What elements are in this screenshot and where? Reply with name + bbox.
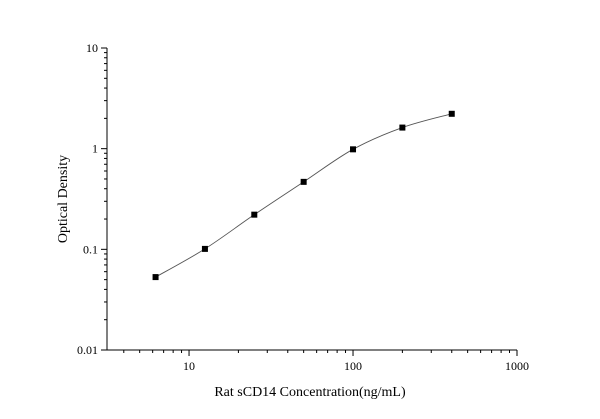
- data-point: [300, 178, 307, 185]
- data-point: [399, 124, 406, 131]
- y-tick-label: 0.1: [83, 242, 98, 256]
- data-points-layer: [152, 110, 455, 281]
- x-tick-label: 10: [183, 359, 195, 373]
- y-axis-title: Optical Density: [56, 155, 71, 243]
- data-point: [350, 146, 357, 153]
- x-axis-title: Rat sCD14 Concentration(ng/mL): [214, 385, 406, 400]
- fit-curve-layer: [155, 113, 452, 278]
- y-tick-label: 0.01: [77, 343, 98, 357]
- x-tick-label: 100: [344, 359, 362, 373]
- fit-curve: [155, 113, 452, 278]
- data-point: [448, 110, 455, 117]
- y-tick-label: 10: [86, 41, 98, 55]
- data-point: [251, 211, 258, 218]
- data-point: [201, 245, 208, 252]
- x-tick-label: 1000: [505, 359, 529, 373]
- axes: 10 100 1000 0.01 0.1 1 10: [77, 41, 529, 373]
- data-point: [152, 274, 159, 281]
- y-tick-label: 1: [92, 142, 98, 156]
